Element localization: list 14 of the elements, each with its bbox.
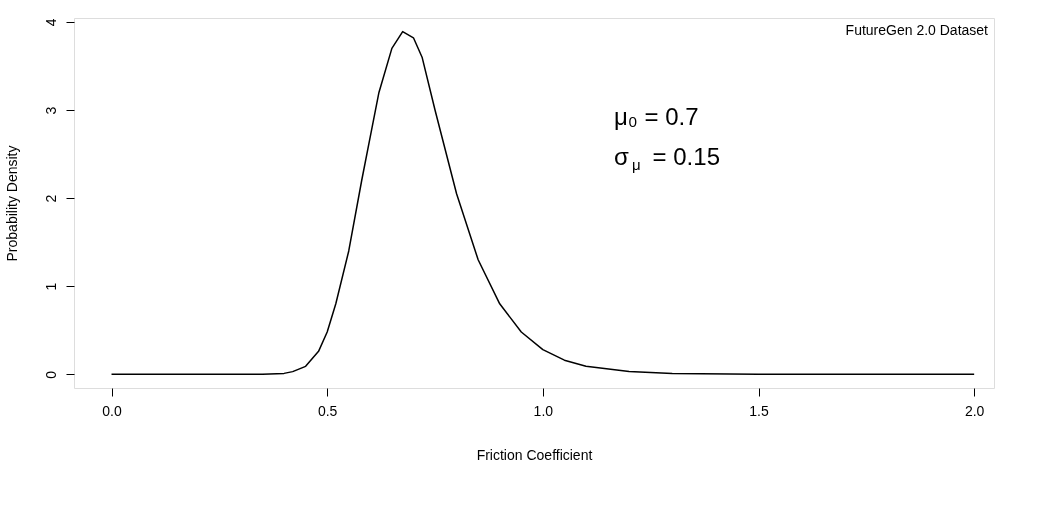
- x-tick-label: 0.5: [317, 402, 338, 419]
- y-tick-label: 2: [42, 194, 59, 203]
- x-tick-label: 2.0: [964, 402, 985, 419]
- y-tick-label: 3: [42, 106, 59, 115]
- y-axis-title: Probability Density: [3, 145, 20, 262]
- x-tick-label: 1.5: [749, 402, 769, 419]
- y-tick-label: 1: [42, 282, 59, 291]
- annotation: FutureGen 2.0 Dataset: [845, 22, 989, 38]
- annotation: μ₀ = 0.7: [614, 103, 699, 130]
- y-tick-label: 4: [42, 18, 59, 27]
- x-tick-label: 0.0: [102, 402, 122, 419]
- x-tick-label: 1.0: [533, 402, 554, 419]
- y-tick-label: 0: [42, 370, 59, 379]
- x-axis-title: Friction Coefficient: [476, 446, 593, 463]
